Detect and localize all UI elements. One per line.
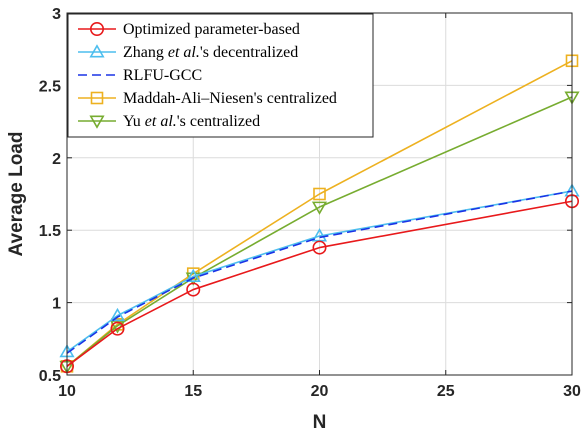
x-tick-label-1: 15 <box>184 383 202 400</box>
legend-label-1: Zhang et al.'s decentralized <box>123 44 298 61</box>
series-1-point-1 <box>109 307 126 322</box>
legend-marker-4 <box>89 115 105 129</box>
legend-marker-0 <box>90 21 105 36</box>
series-0-point-2 <box>186 282 201 297</box>
series-0-point-1 <box>110 321 125 336</box>
legend-label-0: Optimized parameter-based <box>123 21 300 38</box>
legend-box <box>67 13 374 138</box>
series-layer <box>59 54 580 375</box>
y-tick-label-0: 0.5 <box>39 368 61 385</box>
legend-label-4-part-1: et al. <box>145 113 177 130</box>
ticks: 10 15 20 25 30 0.5 1 1.5 2 2.5 3 <box>39 6 581 400</box>
x-tick-label-4: 30 <box>563 383 581 400</box>
legend-label-1-part-2: 's decentralized <box>200 44 298 61</box>
series-4-point-3 <box>311 201 328 215</box>
legend-label-4: Yu et al.'s centralized <box>123 113 260 130</box>
legend-label-4-part-0: Yu <box>123 113 145 130</box>
series-1-point-2 <box>185 268 201 282</box>
legend-label-1-part-0: Zhang <box>123 44 168 61</box>
y-tick-label-2: 1.5 <box>39 223 61 240</box>
y-axis-title: Average Load <box>6 132 27 257</box>
series-0-point-3 <box>312 240 327 255</box>
series-2 <box>66 190 573 354</box>
x-tick-label-3: 25 <box>437 383 455 400</box>
legend-label-3: Maddah-Ali–Niesen's centralized <box>123 90 337 107</box>
y-tick-label-3: 2 <box>52 151 61 168</box>
legend-label-4-part-2: 's centralized <box>177 113 260 130</box>
legend-label-0-part-0: Optimized parameter-based <box>123 21 300 38</box>
legend-label-2-part-0: RLFU-GCC <box>123 67 202 84</box>
y-tick-label-5: 3 <box>52 6 61 23</box>
legend-label-2: RLFU-GCC <box>123 67 202 84</box>
series-2-line <box>66 190 573 354</box>
y-tick-label-1: 1 <box>52 296 61 313</box>
legend-label-3-part-0: Maddah-Ali–Niesen's centralized <box>123 90 337 107</box>
series-3-point-1 <box>111 318 124 331</box>
series-0-line <box>66 200 573 367</box>
x-axis-title: N <box>313 412 327 433</box>
y-tick-label-4: 2.5 <box>39 78 61 95</box>
x-tick-label-2: 20 <box>311 383 329 400</box>
x-tick-label-0: 10 <box>58 383 76 400</box>
series-3-point-3 <box>313 187 326 201</box>
series-1 <box>59 183 580 358</box>
series-1-line <box>66 190 573 353</box>
legend-label-1-part-1: et al. <box>168 44 200 61</box>
legend-marker-1 <box>89 44 105 58</box>
legend-marker-3 <box>90 91 104 105</box>
